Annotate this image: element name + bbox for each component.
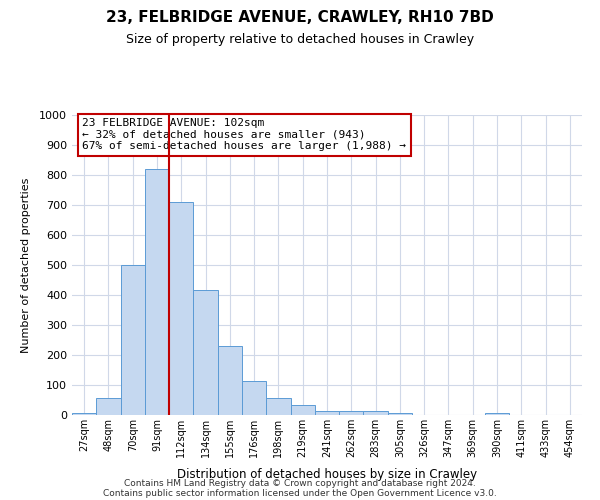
Bar (485, 413, 509, 415)
Bar (121, 265, 145, 415)
Bar (388, 413, 412, 415)
Bar (242, 380, 266, 415)
Text: 23 FELBRIDGE AVENUE: 102sqm
← 32% of detached houses are smaller (943)
67% of se: 23 FELBRIDGE AVENUE: 102sqm ← 32% of det… (82, 118, 406, 151)
Bar (72, 412, 96, 415)
Text: Contains HM Land Registry data © Crown copyright and database right 2024.: Contains HM Land Registry data © Crown c… (124, 478, 476, 488)
Bar (315, 411, 339, 415)
Bar (169, 202, 193, 415)
X-axis label: Distribution of detached houses by size in Crawley: Distribution of detached houses by size … (177, 468, 477, 481)
Y-axis label: Number of detached properties: Number of detached properties (21, 178, 31, 352)
Bar (145, 169, 169, 415)
Text: Size of property relative to detached houses in Crawley: Size of property relative to detached ho… (126, 32, 474, 46)
Bar (193, 290, 218, 415)
Bar (266, 398, 290, 415)
Text: 23, FELBRIDGE AVENUE, CRAWLEY, RH10 7BD: 23, FELBRIDGE AVENUE, CRAWLEY, RH10 7BD (106, 10, 494, 25)
Bar (339, 412, 364, 415)
Bar (290, 405, 315, 415)
Bar (96, 398, 121, 415)
Text: Contains public sector information licensed under the Open Government Licence v3: Contains public sector information licen… (103, 488, 497, 498)
Bar (218, 346, 242, 415)
Bar (364, 412, 388, 415)
